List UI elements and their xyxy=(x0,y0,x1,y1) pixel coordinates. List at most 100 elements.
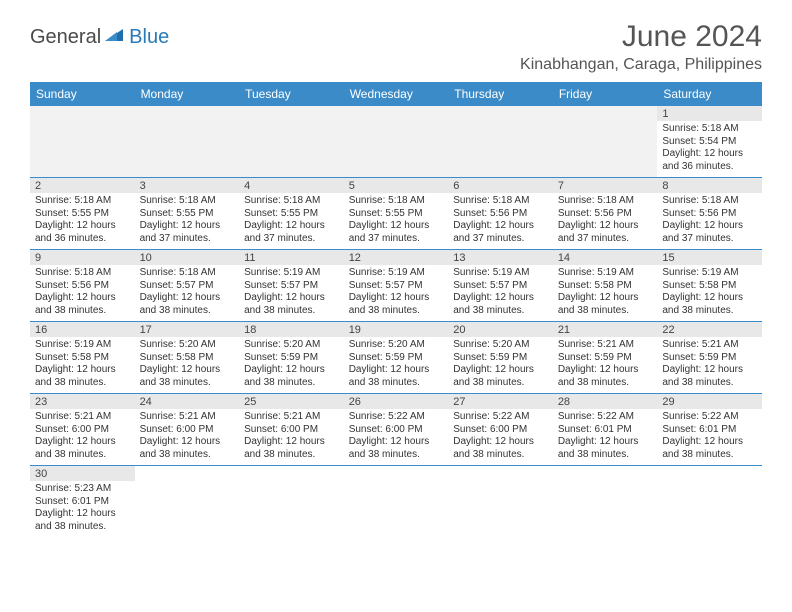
logo-text-blue: Blue xyxy=(129,26,169,49)
col-sunday: Sunday xyxy=(30,82,135,106)
day-number: 1 xyxy=(657,106,762,121)
calendar-cell xyxy=(30,106,135,178)
day-details: Sunrise: 5:18 AMSunset: 5:56 PMDaylight:… xyxy=(558,195,653,245)
detail-sunrise: Sunrise: 5:18 AM xyxy=(349,195,444,208)
calendar-cell: 1Sunrise: 5:18 AMSunset: 5:54 PMDaylight… xyxy=(657,106,762,178)
detail-daylight1: Daylight: 12 hours xyxy=(662,364,757,377)
calendar-cell: 2Sunrise: 5:18 AMSunset: 5:55 PMDaylight… xyxy=(30,178,135,250)
detail-daylight2: and 38 minutes. xyxy=(244,449,339,462)
calendar-table: Sunday Monday Tuesday Wednesday Thursday… xyxy=(30,82,762,537)
calendar-row: 30 Sunrise: 5:23 AMSunset: 6:01 PMDayligh… xyxy=(30,466,762,538)
detail-daylight1: Daylight: 12 hours xyxy=(558,292,653,305)
day-number: 30 xyxy=(30,466,135,481)
title-block: June 2024 Kinabhangan, Caraga, Philippin… xyxy=(520,20,762,74)
day-number: 28 xyxy=(553,394,658,409)
day-number: 10 xyxy=(135,250,240,265)
detail-sunset: Sunset: 5:59 PM xyxy=(349,352,444,365)
detail-sunrise: Sunrise: 5:22 AM xyxy=(662,411,757,424)
detail-sunrise: Sunrise: 5:19 AM xyxy=(558,267,653,280)
day-number: 17 xyxy=(135,322,240,337)
day-details: Sunrise: 5:18 AMSunset: 5:56 PMDaylight:… xyxy=(453,195,548,245)
detail-daylight2: and 38 minutes. xyxy=(349,305,444,318)
day-number: 2 xyxy=(30,178,135,193)
detail-sunset: Sunset: 6:01 PM xyxy=(558,424,653,437)
detail-daylight1: Daylight: 12 hours xyxy=(349,292,444,305)
col-friday: Friday xyxy=(553,82,658,106)
detail-sunrise: Sunrise: 5:18 AM xyxy=(453,195,548,208)
calendar-cell xyxy=(135,106,240,178)
detail-sunset: Sunset: 5:59 PM xyxy=(244,352,339,365)
detail-sunset: Sunset: 5:57 PM xyxy=(244,280,339,293)
detail-sunset: Sunset: 6:00 PM xyxy=(35,424,130,437)
detail-sunset: Sunset: 6:00 PM xyxy=(453,424,548,437)
day-details: Sunrise: 5:22 AMSunset: 6:00 PMDaylight:… xyxy=(453,411,548,461)
detail-daylight1: Daylight: 12 hours xyxy=(453,220,548,233)
calendar-cell: 13Sunrise: 5:19 AMSunset: 5:57 PMDayligh… xyxy=(448,250,553,322)
day-details: Sunrise: 5:21 AMSunset: 6:00 PMDaylight:… xyxy=(244,411,339,461)
detail-sunset: Sunset: 5:57 PM xyxy=(453,280,548,293)
detail-sunrise: Sunrise: 5:18 AM xyxy=(140,267,235,280)
detail-daylight1: Daylight: 12 hours xyxy=(35,508,130,521)
col-thursday: Thursday xyxy=(448,82,553,106)
day-number: 16 xyxy=(30,322,135,337)
calendar-cell: 15Sunrise: 5:19 AMSunset: 5:58 PMDayligh… xyxy=(657,250,762,322)
detail-daylight2: and 38 minutes. xyxy=(662,449,757,462)
detail-sunset: Sunset: 5:54 PM xyxy=(662,136,757,149)
calendar-cell: 22Sunrise: 5:21 AMSunset: 5:59 PMDayligh… xyxy=(657,322,762,394)
calendar-cell: 12Sunrise: 5:19 AMSunset: 5:57 PMDayligh… xyxy=(344,250,449,322)
day-number: 5 xyxy=(344,178,449,193)
detail-sunrise: Sunrise: 5:21 AM xyxy=(140,411,235,424)
day-details: Sunrise: 5:20 AMSunset: 5:59 PMDaylight:… xyxy=(349,339,444,389)
detail-daylight1: Daylight: 12 hours xyxy=(35,292,130,305)
calendar-cell: 25 Sunrise: 5:21 AMSunset: 6:00 PMDayligh… xyxy=(239,394,344,466)
day-number: 7 xyxy=(553,178,658,193)
detail-sunset: Sunset: 6:00 PM xyxy=(140,424,235,437)
day-number: 18 xyxy=(239,322,344,337)
calendar-cell: 20Sunrise: 5:20 AMSunset: 5:59 PMDayligh… xyxy=(448,322,553,394)
day-number: 4 xyxy=(239,178,344,193)
detail-sunrise: Sunrise: 5:18 AM xyxy=(662,123,757,136)
detail-daylight2: and 38 minutes. xyxy=(35,377,130,390)
detail-daylight1: Daylight: 12 hours xyxy=(453,364,548,377)
detail-daylight2: and 38 minutes. xyxy=(140,305,235,318)
day-details: Sunrise: 5:19 AMSunset: 5:57 PMDaylight:… xyxy=(453,267,548,317)
col-monday: Monday xyxy=(135,82,240,106)
detail-sunrise: Sunrise: 5:20 AM xyxy=(453,339,548,352)
detail-sunset: Sunset: 5:56 PM xyxy=(558,208,653,221)
calendar-cell xyxy=(448,466,553,538)
day-details: Sunrise: 5:23 AMSunset: 6:01 PMDaylight:… xyxy=(35,483,130,533)
detail-daylight2: and 38 minutes. xyxy=(140,377,235,390)
detail-daylight1: Daylight: 12 hours xyxy=(558,364,653,377)
detail-daylight2: and 38 minutes. xyxy=(244,305,339,318)
detail-daylight1: Daylight: 12 hours xyxy=(244,364,339,377)
detail-daylight1: Daylight: 12 hours xyxy=(349,364,444,377)
day-number: 15 xyxy=(657,250,762,265)
day-details: Sunrise: 5:18 AMSunset: 5:56 PMDaylight:… xyxy=(35,267,130,317)
day-number: 29 xyxy=(657,394,762,409)
detail-sunrise: Sunrise: 5:19 AM xyxy=(349,267,444,280)
calendar-row: 16Sunrise: 5:19 AMSunset: 5:58 PMDayligh… xyxy=(30,322,762,394)
calendar-cell: 28Sunrise: 5:22 AMSunset: 6:01 PMDayligh… xyxy=(553,394,658,466)
day-details: Sunrise: 5:19 AMSunset: 5:57 PMDaylight:… xyxy=(349,267,444,317)
calendar-cell: 27Sunrise: 5:22 AMSunset: 6:00 PMDayligh… xyxy=(448,394,553,466)
detail-daylight2: and 38 minutes. xyxy=(558,377,653,390)
detail-sunset: Sunset: 5:59 PM xyxy=(453,352,548,365)
day-details: Sunrise: 5:19 AMSunset: 5:57 PMDaylight:… xyxy=(244,267,339,317)
day-number: 22 xyxy=(657,322,762,337)
detail-sunset: Sunset: 6:01 PM xyxy=(35,496,130,509)
col-wednesday: Wednesday xyxy=(344,82,449,106)
calendar-cell: 10 Sunrise: 5:18 AMSunset: 5:57 PMDayligh… xyxy=(135,250,240,322)
detail-daylight2: and 38 minutes. xyxy=(453,377,548,390)
calendar-cell xyxy=(553,466,658,538)
detail-sunset: Sunset: 5:56 PM xyxy=(35,280,130,293)
day-number: 25 xyxy=(239,394,344,409)
calendar-row: 23Sunrise: 5:21 AMSunset: 6:00 PMDayligh… xyxy=(30,394,762,466)
day-details: Sunrise: 5:18 AMSunset: 5:57 PMDaylight:… xyxy=(140,267,235,317)
detail-sunset: Sunset: 5:56 PM xyxy=(453,208,548,221)
calendar-cell: 11Sunrise: 5:19 AMSunset: 5:57 PMDayligh… xyxy=(239,250,344,322)
detail-daylight2: and 38 minutes. xyxy=(453,449,548,462)
detail-daylight2: and 38 minutes. xyxy=(244,377,339,390)
col-tuesday: Tuesday xyxy=(239,82,344,106)
day-number: 9 xyxy=(30,250,135,265)
detail-sunrise: Sunrise: 5:18 AM xyxy=(35,267,130,280)
